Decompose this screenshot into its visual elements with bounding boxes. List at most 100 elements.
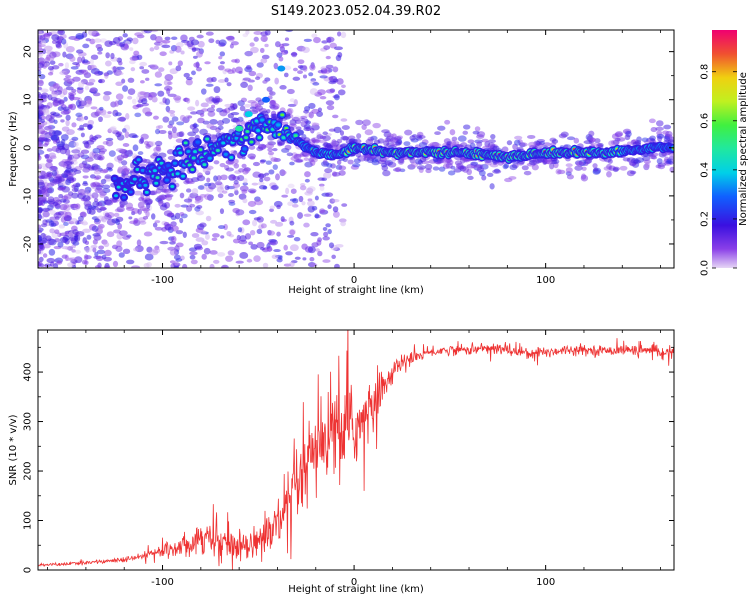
heatmap-cell bbox=[233, 187, 238, 192]
heatmap-cell bbox=[183, 198, 193, 203]
heatmap-cell bbox=[122, 33, 128, 38]
heatmap-cell bbox=[205, 137, 210, 141]
heatmap-cell bbox=[71, 136, 79, 141]
heatmap-cell bbox=[189, 254, 196, 260]
heatmap-cell bbox=[219, 208, 225, 215]
heatmap-cell bbox=[606, 170, 612, 178]
heatmap-cell bbox=[153, 45, 160, 51]
heatmap-cell bbox=[39, 242, 44, 250]
heatmap-cell bbox=[339, 130, 345, 136]
heatmap-cell bbox=[403, 141, 411, 147]
heatmap-cell bbox=[94, 175, 102, 180]
heatmap-cell bbox=[99, 193, 106, 198]
heatmap-cell bbox=[157, 124, 164, 129]
heatmap-cell bbox=[247, 79, 255, 83]
heatmap-cell bbox=[97, 51, 103, 55]
heatmap-cell bbox=[502, 164, 509, 170]
colorbar-tick-label: 0.8 bbox=[700, 64, 711, 80]
spectrogram-frame bbox=[37, 29, 675, 269]
heatmap-cell bbox=[566, 136, 576, 141]
heatmap-cell bbox=[283, 244, 288, 251]
heatmap-cell bbox=[187, 115, 193, 119]
heatmap-cell bbox=[185, 97, 191, 104]
heatmap-cell bbox=[280, 50, 289, 55]
heatmap-cell bbox=[336, 159, 342, 165]
heatmap-cell bbox=[270, 219, 278, 224]
heatmap-cell bbox=[84, 85, 90, 91]
heatmap-cell bbox=[53, 212, 62, 219]
heatmap-cell bbox=[119, 41, 125, 48]
heatmap-cell bbox=[492, 145, 500, 151]
y-tick-label: 0 bbox=[23, 145, 34, 151]
heatmap-cell bbox=[588, 130, 595, 137]
heatmap-cell bbox=[333, 93, 340, 101]
heatmap-cell bbox=[103, 265, 111, 268]
heatmap-cell bbox=[424, 163, 433, 170]
heatmap-cell bbox=[50, 222, 57, 227]
heatmap-cell bbox=[46, 257, 56, 264]
heatmap-cell bbox=[111, 218, 119, 224]
heatmap-cell bbox=[194, 206, 201, 212]
heatmap-cell bbox=[244, 103, 251, 108]
heatmap-cell bbox=[217, 225, 226, 230]
heatmap-cell bbox=[159, 161, 164, 165]
heatmap-cell bbox=[105, 137, 114, 142]
heatmap-cell bbox=[77, 127, 85, 131]
heatmap-cell bbox=[39, 110, 44, 116]
heatmap-cell bbox=[159, 204, 168, 211]
heatmap-cell bbox=[489, 183, 495, 190]
heatmap-cell bbox=[108, 127, 117, 133]
heatmap-cell bbox=[265, 143, 275, 149]
heatmap-cell bbox=[63, 194, 72, 200]
heatmap-cell bbox=[341, 125, 350, 130]
heatmap-cell bbox=[82, 59, 89, 64]
heatmap-cell bbox=[331, 198, 340, 203]
heatmap-cell bbox=[292, 198, 299, 204]
snr-y-ticks: 0 100 200 300 400 bbox=[23, 346, 674, 573]
heatmap-cell bbox=[199, 222, 207, 228]
heatmap-cell bbox=[626, 170, 635, 177]
heatmap-cell bbox=[104, 174, 112, 179]
heatmap-cell bbox=[154, 83, 163, 87]
heatmap-cell bbox=[211, 237, 218, 241]
heatmap-cell bbox=[56, 260, 63, 265]
heatmap-cell bbox=[303, 38, 312, 42]
heatmap-cell bbox=[202, 163, 207, 167]
heatmap-cell bbox=[189, 124, 197, 130]
heatmap-cell bbox=[622, 157, 631, 162]
heatmap-cell bbox=[141, 69, 150, 74]
heatmap-cell bbox=[94, 165, 100, 172]
heatmap-cell bbox=[347, 159, 354, 165]
heatmap-cell bbox=[204, 61, 211, 65]
heatmap-cell bbox=[97, 70, 104, 76]
heatmap-cell bbox=[235, 66, 243, 74]
x-tick-label: 100 bbox=[536, 275, 555, 286]
heatmap-cell bbox=[308, 72, 314, 77]
heatmap-cell bbox=[88, 65, 95, 70]
heatmap-cell bbox=[63, 203, 70, 209]
heatmap-cell bbox=[264, 43, 269, 48]
heatmap-cell bbox=[292, 76, 301, 81]
heatmap-cell bbox=[158, 129, 167, 135]
heatmap-cell bbox=[135, 168, 140, 172]
heatmap-cell bbox=[176, 121, 185, 126]
heatmap-cell bbox=[200, 88, 207, 95]
heatmap-cell bbox=[209, 134, 218, 140]
heatmap-cell bbox=[92, 247, 97, 253]
heatmap-cell bbox=[302, 257, 307, 261]
heatmap-cell bbox=[101, 216, 108, 223]
heatmap-cell bbox=[74, 249, 81, 254]
heatmap-cell bbox=[285, 187, 290, 195]
heatmap-cell bbox=[83, 115, 89, 121]
heatmap-cell bbox=[38, 45, 43, 52]
heatmap-cell bbox=[244, 166, 250, 174]
heatmap-cell bbox=[78, 215, 84, 222]
heatmap-cell bbox=[292, 67, 298, 72]
heatmap-cell bbox=[247, 99, 257, 104]
heatmap-cell bbox=[132, 177, 137, 181]
heatmap-cell bbox=[55, 199, 62, 205]
heatmap-cell bbox=[60, 110, 70, 115]
heatmap-cell bbox=[71, 249, 76, 253]
heatmap-cell bbox=[152, 169, 157, 173]
heatmap-cell bbox=[206, 107, 215, 113]
